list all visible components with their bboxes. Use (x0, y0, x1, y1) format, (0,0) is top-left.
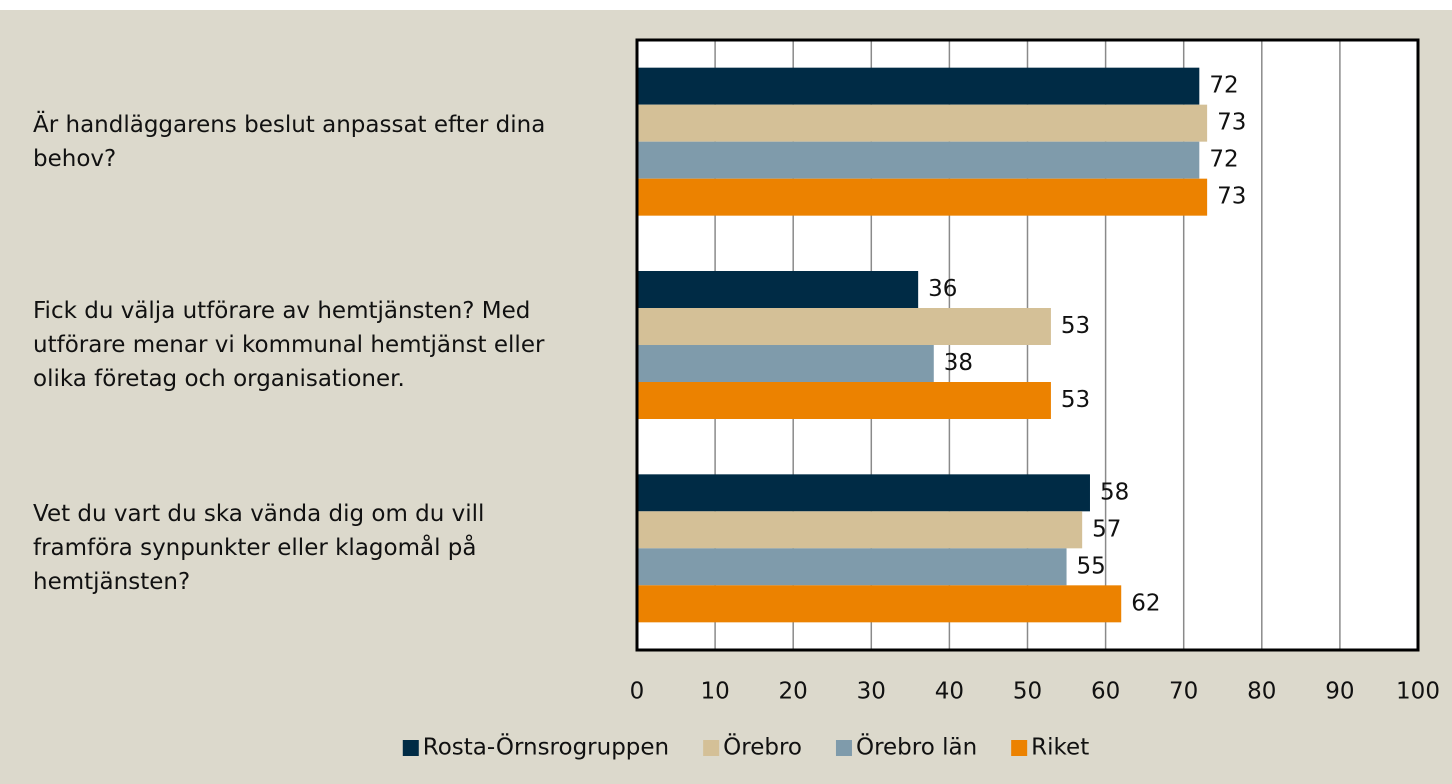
legend-label: Rosta-Örnsrogruppen (423, 733, 669, 761)
legend-swatch (835, 740, 852, 756)
bar (637, 104, 1208, 142)
x-tick-label: 40 (935, 679, 964, 705)
x-tick-label: 50 (1013, 679, 1042, 705)
bar (637, 382, 1051, 419)
value-label: 55 (1077, 553, 1106, 579)
value-label: 53 (1061, 313, 1090, 339)
bar (637, 271, 919, 308)
legend-label: Örebro län (856, 733, 977, 761)
bar (637, 178, 1208, 216)
bar (637, 345, 934, 382)
value-label: 36 (928, 276, 957, 302)
x-tick-label: 90 (1325, 679, 1354, 705)
bar (637, 308, 1051, 345)
x-tick-label: 80 (1247, 679, 1276, 705)
category-label-box: Är handläggarens beslut anpassat efter d… (33, 111, 546, 172)
value-label: 53 (1061, 387, 1090, 413)
bars (637, 67, 1208, 623)
bar (637, 585, 1122, 623)
category-label-box: Vet du vart du ska vända dig om du vill … (33, 501, 485, 596)
bar (637, 141, 1200, 179)
x-tick-label: 70 (1169, 679, 1198, 705)
legend-label: Riket (1031, 735, 1089, 761)
legend-swatch (402, 740, 419, 756)
bar (637, 474, 1090, 512)
x-tick-label: 60 (1091, 679, 1120, 705)
value-label: 73 (1217, 184, 1246, 210)
value-label: 62 (1131, 590, 1160, 616)
legend-swatch (703, 740, 720, 756)
bar (637, 548, 1067, 586)
legend-swatch (1011, 740, 1028, 756)
x-tick-label: 100 (1396, 679, 1440, 705)
x-tick-label: 10 (700, 679, 729, 705)
category-label-box: Fick du välja utförare av hemtjänsten? M… (33, 298, 545, 392)
value-label: 38 (944, 350, 973, 376)
y-tick-label: Är handläggarens beslut anpassat efter d… (33, 111, 546, 172)
y-tick-label: Vet du vart du ska vända dig om du vill … (33, 501, 485, 596)
value-label: 58 (1100, 479, 1129, 505)
y-tick-label: Fick du välja utförare av hemtjänsten? M… (33, 298, 545, 392)
x-tick-label: 0 (630, 679, 645, 705)
bar (637, 67, 1200, 105)
legend-label: Örebro (723, 733, 802, 761)
value-label: 72 (1209, 147, 1238, 173)
value-label: 57 (1092, 516, 1121, 542)
bar (637, 511, 1083, 549)
value-label: 72 (1209, 73, 1238, 99)
plot-border (635, 38, 1420, 652)
x-tick-label: 30 (857, 679, 886, 705)
value-label: 73 (1217, 110, 1246, 136)
x-tick-label: 20 (779, 679, 808, 705)
